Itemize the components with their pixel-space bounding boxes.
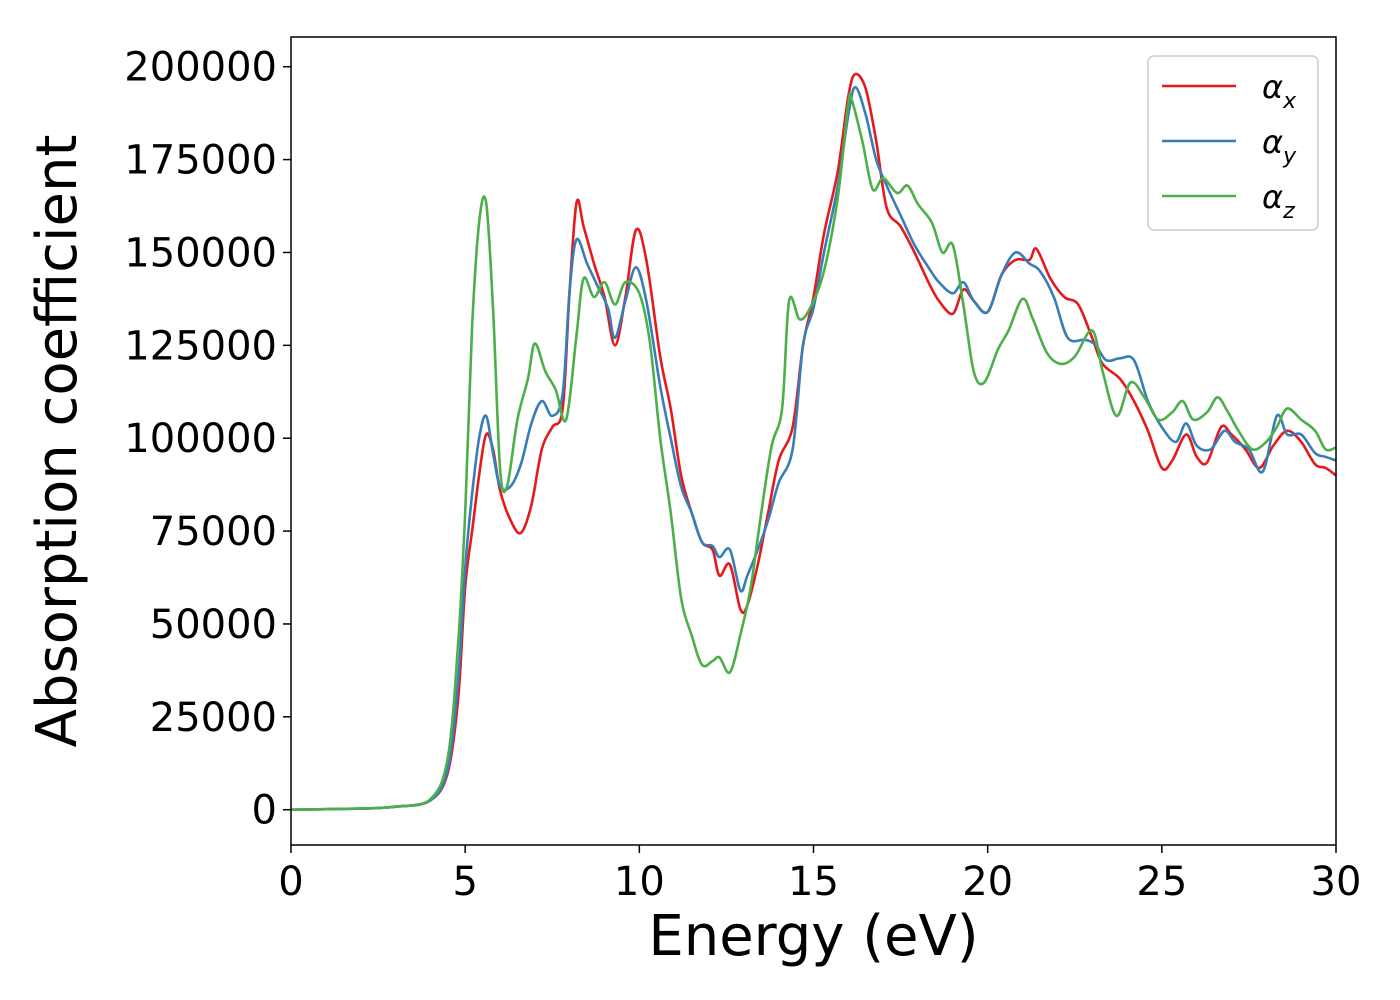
x-tick-label: 15: [788, 859, 839, 905]
x-tick-label: 0: [278, 859, 303, 905]
x-tick-label: 30: [1311, 859, 1362, 905]
series-line-z: [290, 92, 1337, 811]
x-axis-title: Energy (eV): [648, 904, 978, 969]
y-tick-label: 50000: [150, 602, 277, 648]
x-axis: 0 5 10 15 20 25 30: [278, 845, 1361, 905]
series-layer: [290, 72, 1337, 811]
y-tick-label: 25000: [150, 695, 277, 741]
x-tick-label: 5: [452, 859, 477, 905]
y-tick-label: 75000: [150, 509, 277, 555]
series-line-y: [290, 85, 1337, 811]
y-axis-title: Absorption coefficient: [25, 135, 90, 748]
y-tick-label: 175000: [124, 138, 277, 184]
y-tick-label: 0: [252, 788, 277, 834]
x-tick-label: 20: [962, 859, 1013, 905]
y-tick-label: 200000: [124, 45, 277, 91]
x-tick-label: 10: [614, 859, 665, 905]
x-tick-label: 25: [1136, 859, 1187, 905]
y-axis: 0 25000 50000 75000 100000 125000 150000 175000…: [124, 45, 291, 834]
y-tick-label: 150000: [124, 230, 277, 276]
y-tick-label: 100000: [124, 416, 277, 462]
y-tick-label: 125000: [124, 323, 277, 369]
legend-box: [1147, 55, 1319, 231]
